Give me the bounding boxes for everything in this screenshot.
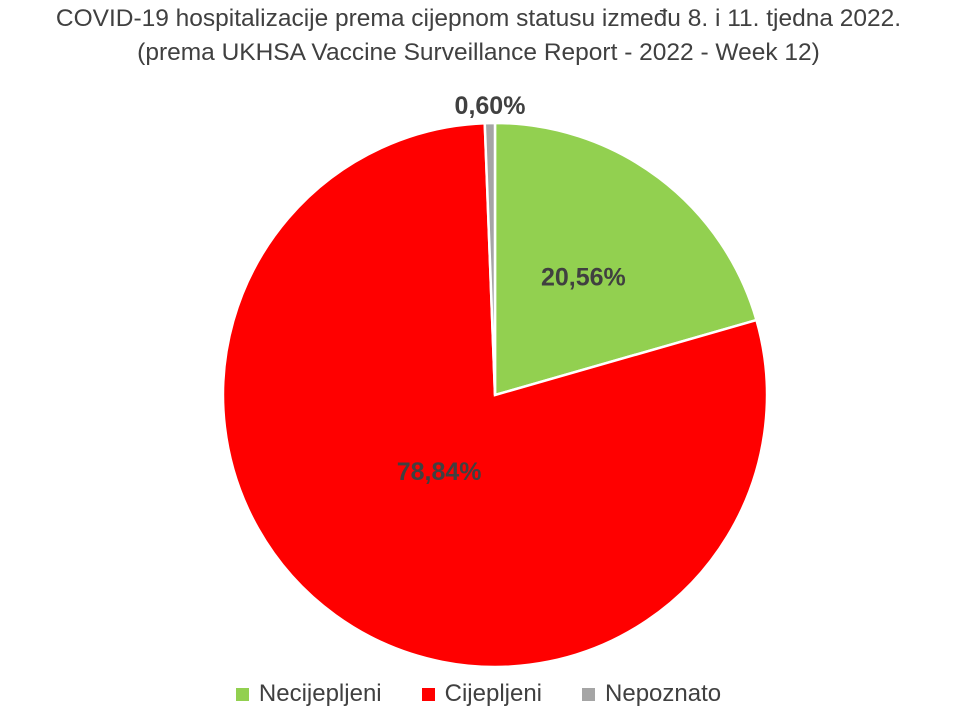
chart-title: COVID-19 hospitalizacije prema cijepnom …: [55, 5, 902, 32]
data-label-cijepljeni: 78,84%: [397, 458, 482, 486]
legend-swatch-nepoznato: [582, 687, 596, 701]
data-label-necijepljeni: 20,56%: [541, 264, 626, 292]
legend-swatch-necijepljeni: [235, 687, 249, 701]
chart-title-block: COVID-19 hospitalizacije prema cijepnom …: [0, 2, 957, 70]
legend-item-cijepljeni: Cijepljeni: [421, 680, 543, 708]
legend-item-necijepljeni: Necijepljeni: [235, 680, 382, 708]
pie-slice-nepoznato: [483, 121, 497, 396]
data-label-nepoznato: 0,60%: [455, 92, 526, 120]
legend-label-necijepljeni: Necijepljeni: [258, 680, 382, 707]
pie-data-labels: 20,56% 78,84% 0,60%: [397, 92, 626, 486]
legend-label-cijepljeni: Cijepljeni: [444, 680, 543, 707]
chart-legend: Necijepljeni Cijepljeni Nepoznato: [0, 680, 957, 708]
legend-item-nepoznato: Nepoznato: [582, 680, 721, 708]
legend-label-nepoznato: Nepoznato: [605, 680, 722, 707]
chart-subtitle: (prema UKHSA Vaccine Surveillance Report…: [137, 39, 820, 66]
pie-slice-necijepljeni: [493, 121, 759, 397]
pie-slices: [221, 121, 769, 669]
pie-slice-cijepljeni: [221, 121, 769, 669]
legend-swatch-cijepljeni: [421, 687, 435, 701]
